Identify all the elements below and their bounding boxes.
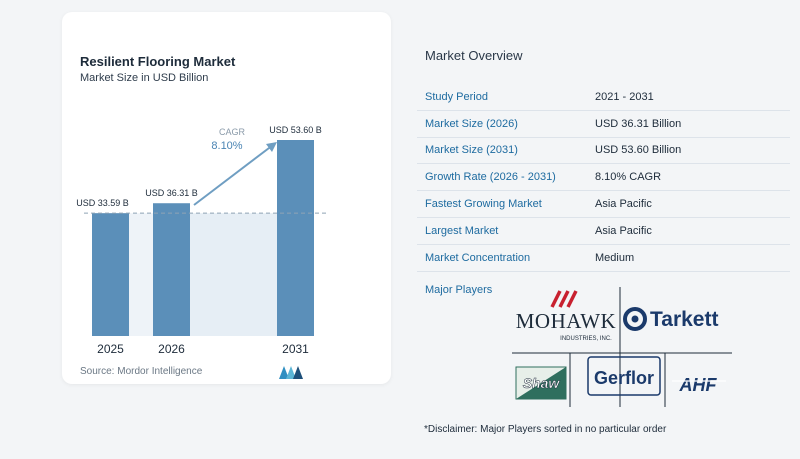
overview-label: Market Size (2031) (425, 144, 518, 157)
overview-label: Study Period (425, 90, 488, 103)
overview-value: 8.10% CAGR (595, 171, 662, 184)
overview-label: Largest Market (425, 224, 499, 237)
overview-value: Asia Pacific (595, 224, 652, 237)
overview-row: Market Concentration Medium (417, 245, 790, 272)
bar-2031 (277, 140, 314, 336)
cagr-value: 8.10% (211, 140, 242, 152)
gerflor-wordmark: Gerflor (594, 368, 654, 388)
overview-label: Growth Rate (2026 - 2031) (425, 171, 556, 184)
chart-card: USD 33.59 B USD 36.31 B USD 53.60 B 2025 202… (62, 12, 391, 384)
mohawk-chevrons-icon (550, 290, 578, 308)
cagr-arrowhead-icon (266, 142, 277, 152)
overview-row: Market Size (2026) USD 36.31 Billion (417, 111, 790, 138)
mohawk-subtitle: INDUSTRIES, INC. (560, 336, 612, 342)
tarkett-swirl-icon (623, 307, 647, 331)
category-label-2031: 2031 (282, 342, 309, 356)
value-label-2026: USD 36.31 B (145, 188, 198, 198)
shaw-wordmark: Shaw (523, 375, 561, 391)
tarkett-wordmark: Tarkett (650, 308, 718, 331)
value-label-2025: USD 33.59 B (76, 198, 129, 208)
growth-area (190, 213, 277, 336)
mohawk-logo: MOHAWK INDUSTRIES, INC. (516, 290, 616, 342)
source-note: Source: Mordor Intelligence (80, 366, 203, 377)
gerflor-logo: Gerflor (587, 356, 661, 396)
overview-row: Growth Rate (2026 - 2031) 8.10% CAGR (417, 164, 790, 192)
ahf-wordmark: AHF (679, 375, 718, 395)
overview-value: 2021 - 2031 (595, 90, 654, 103)
bar-2025 (92, 213, 129, 336)
overview-title: Market Overview (425, 48, 523, 63)
bar-chart: USD 33.59 B USD 36.31 B USD 53.60 B 2025 202… (76, 125, 327, 356)
overview-value: Medium (595, 251, 635, 264)
overview-value: Asia Pacific (595, 198, 652, 211)
disclaimer: *Disclaimer: Major Players sorted in no … (424, 424, 667, 435)
tarkett-logo: Tarkett (623, 307, 718, 331)
chart-title: Resilient Flooring Market (80, 54, 236, 69)
growth-area-left (129, 213, 153, 336)
overview-row: Market Size (2031) USD 53.60 Billion (417, 138, 790, 165)
overview-table: Study Period 2021 - 2031 Market Size (20… (417, 84, 790, 272)
shaw-logo: Shaw (515, 366, 567, 400)
overview-label: Market Concentration (425, 251, 531, 264)
cagr-arrow (193, 144, 274, 206)
cagr-label: CAGR (219, 127, 246, 137)
major-players-label: Major Players (425, 284, 493, 296)
bar-2026 (153, 203, 190, 336)
overview-value: USD 36.31 Billion (595, 117, 682, 130)
overview-value: USD 53.60 Billion (595, 144, 682, 157)
overview-label: Market Size (2026) (425, 117, 518, 130)
overview-label: Fastest Growing Market (425, 198, 542, 211)
overview-row: Fastest Growing Market Asia Pacific (417, 191, 790, 218)
ahf-logo: AHF (672, 375, 726, 395)
value-label-2031: USD 53.60 B (269, 125, 322, 135)
overview-row: Largest Market Asia Pacific (417, 218, 790, 245)
category-label-2025: 2025 (97, 342, 124, 356)
overview-row: Study Period 2021 - 2031 (417, 84, 790, 111)
major-players-logos: MOHAWK INDUSTRIES, INC. Tarkett Shaw Ger… (512, 287, 732, 407)
chart-subtitle: Market Size in USD Billion (80, 72, 209, 84)
mordor-intelligence-logo (279, 366, 303, 379)
category-label-2026: 2026 (158, 342, 185, 356)
mohawk-wordmark: MOHAWK (516, 309, 616, 333)
